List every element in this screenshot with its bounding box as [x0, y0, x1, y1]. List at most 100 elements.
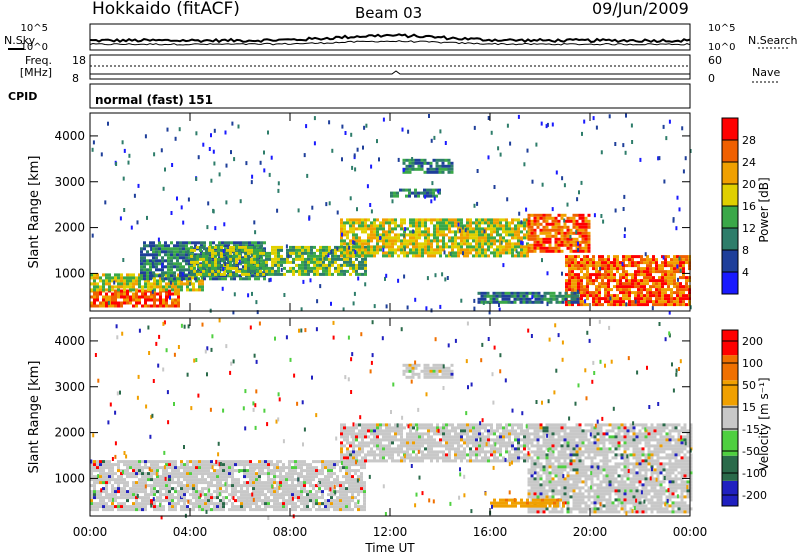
- velocity-cell-r1: [391, 429, 394, 433]
- power-cell-r3: [265, 257, 268, 261]
- power-cell-r3: [280, 257, 283, 261]
- velocity-cell-r1: [445, 429, 448, 433]
- velocity-cell-r0: [132, 484, 135, 488]
- power-cell-r8: [616, 288, 619, 292]
- power-cell-r3: [292, 266, 295, 270]
- velocity-cell-r0: [249, 502, 252, 506]
- velocity-cell-r0: [198, 493, 201, 497]
- power-cell-r8: [607, 279, 610, 283]
- power-cell-r3: [196, 245, 199, 249]
- power-cell-r4: [487, 224, 490, 228]
- power-cell-r4: [487, 227, 490, 231]
- power-cell-r4: [343, 239, 346, 243]
- power-scatter-cell: [625, 302, 628, 307]
- power-cell-r8: [658, 303, 661, 307]
- power-cell-r8: [601, 285, 604, 289]
- power-cell-r2: [170, 250, 173, 254]
- power-cell-r8: [616, 282, 619, 286]
- power-scatter-cell: [223, 222, 226, 227]
- velocity-cell-r0: [249, 508, 252, 512]
- velocity-cell-r0: [258, 484, 261, 488]
- velocity-cell-r1: [364, 432, 367, 436]
- power-cell-r9: [516, 294, 520, 298]
- power-cell-r2: [200, 244, 203, 248]
- velocity-cell-r1: [376, 444, 379, 448]
- power-scatter-cell: [446, 276, 449, 280]
- power-cell-r4: [436, 230, 439, 234]
- power-cell-r4: [463, 233, 466, 237]
- power-cell-r4: [412, 233, 415, 237]
- velocity-cell-r0: [111, 466, 114, 470]
- velocity-cell-r0: [156, 478, 159, 482]
- velocity-cell-r0: [306, 481, 309, 485]
- power-cell-r8: [682, 297, 685, 301]
- power-cell-r4: [370, 251, 373, 255]
- power-cell-r1: [96, 276, 99, 280]
- power-cell-r4: [358, 239, 361, 243]
- power-cell-r3: [280, 245, 283, 249]
- velocity-cell-r0: [303, 508, 306, 512]
- power-cell-r3: [211, 248, 214, 252]
- velocity-cell-r1: [439, 432, 442, 436]
- power-cell-r7: [560, 237, 564, 241]
- velocity-cell-r0: [150, 466, 153, 470]
- power-cell-r7: [545, 249, 549, 253]
- power-cell-r3: [193, 248, 196, 252]
- velocity-cell-r1: [427, 426, 430, 430]
- power-cell-r6: [396, 191, 399, 195]
- power-cell-r4: [517, 254, 520, 258]
- power-cell-r4: [469, 248, 472, 252]
- power-cell-r0: [177, 298, 180, 302]
- power-cell-r8: [574, 267, 577, 271]
- power-cell-r8: [649, 291, 652, 295]
- power-cell-r1: [183, 282, 186, 286]
- power-cell-r4: [475, 233, 478, 237]
- power-cell-r2: [254, 241, 257, 245]
- velocity-cell-r0: [222, 484, 225, 488]
- power-cell-r8: [598, 291, 601, 295]
- velocity-cell-r0: [255, 508, 258, 512]
- power-scatter-cell: [517, 114, 520, 119]
- power-scatter-cell: [682, 169, 685, 174]
- power-cell-r8: [592, 294, 595, 298]
- power-cell-r7: [560, 231, 564, 235]
- power-scatter-cell: [328, 201, 331, 206]
- power-scatter-cell: [370, 209, 373, 214]
- power-cell-r2: [140, 277, 143, 281]
- power-cell-r4: [379, 224, 382, 228]
- power-cell-r3: [259, 248, 262, 252]
- power-cell-r4: [349, 230, 352, 234]
- power-cell-r4: [418, 224, 421, 228]
- velocity-cell-r0: [354, 487, 357, 491]
- power-cell-r5: [423, 161, 427, 165]
- velocity-cell-r0: [237, 484, 240, 488]
- power-cell-r8: [652, 255, 655, 259]
- power-cell-r2: [170, 247, 173, 251]
- power-cell-r9: [561, 294, 565, 298]
- power-cell-r8: [607, 288, 610, 292]
- power-cell-r1: [123, 285, 126, 289]
- power-cell-r0: [132, 295, 135, 299]
- power-cell-r2: [146, 250, 149, 254]
- power-cell-r4: [376, 230, 379, 234]
- velocity-cell-r0: [303, 502, 306, 506]
- power-cell-r3: [331, 254, 334, 258]
- power-cell-r4: [430, 221, 433, 225]
- power-scatter-cell: [551, 122, 554, 127]
- velocity-cell-r1: [418, 456, 421, 460]
- power-cell-r4: [364, 227, 367, 231]
- power-scatter-cell: [313, 141, 316, 146]
- power-cell-r4: [382, 254, 385, 258]
- velocity-cell-r0: [90, 508, 93, 512]
- power-cell-r8: [595, 285, 598, 289]
- velocity-cell-r0: [156, 481, 159, 485]
- velocity-cell-r0: [123, 496, 126, 500]
- power-cell-r2: [173, 244, 176, 248]
- power-cell-r9: [573, 300, 577, 304]
- velocity-cell-r0: [162, 478, 165, 482]
- power-cell-r4: [475, 242, 478, 246]
- velocity-cell-r0: [360, 472, 363, 476]
- power-cell-r7: [581, 234, 585, 238]
- power-cell-r2: [194, 277, 197, 281]
- power-cell-r4: [361, 230, 364, 234]
